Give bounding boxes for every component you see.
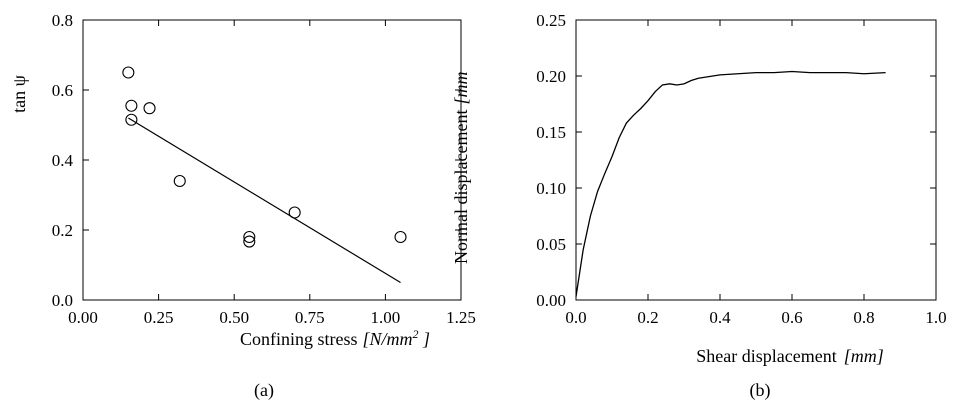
- chart-a-x-tick-label: 1.00: [371, 308, 401, 327]
- chart-a-point: [125, 99, 138, 112]
- chart-b-y-axis-label-text: Normal displacement: [451, 110, 471, 264]
- chart-a-x-axis-unit: [N/mm: [363, 329, 413, 349]
- chart-a-x-tick-label: 0.50: [219, 308, 249, 327]
- chart-b-x-tick-label: 0.4: [709, 308, 731, 327]
- chart-a-point: [243, 230, 256, 244]
- chart-a-y-tick-label: 0.8: [52, 11, 73, 30]
- chart-b-x-tick-label: 0.0: [565, 308, 586, 327]
- chart-b-y-tick-label: 0.00: [536, 291, 566, 310]
- chart-b-x-axis-label-text: Shear displacement: [696, 346, 836, 366]
- chart-b-y-tick-label: 0.15: [536, 123, 566, 142]
- chart-b-y-tick-label: 0.05: [536, 235, 566, 254]
- chart-b-y-axis-label: Normal displacement [mm: [451, 72, 471, 264]
- chart-b-x-tick-label: 0.8: [853, 308, 874, 327]
- chart-a-x-tick-label: 0.75: [295, 308, 325, 327]
- chart-a: 0.00 0.25 0.50 0.75 1.00 1.25 0.0 0.2 0.4 0.6 0.8…: [9, 11, 476, 401]
- chart-a-point: [288, 206, 301, 219]
- chart-b-x-tick-label: 1.0: [925, 308, 946, 327]
- chart-a-point: [243, 235, 256, 248]
- chart-b-y-tick-label: 0.10: [536, 179, 566, 198]
- chart-a-x-tick-label: 0.25: [144, 308, 174, 327]
- chart-b-y-tick-label: 0.20: [536, 67, 566, 86]
- chart-b-plot-frame: [575, 19, 937, 301]
- chart-a-y-axis-label: tan ψ: [9, 74, 29, 112]
- chart-a-plot-frame: [82, 19, 462, 301]
- chart-b-x-tick-label: 0.2: [637, 308, 658, 327]
- chart-a-panel-label: (a): [254, 380, 274, 401]
- chart-b-panel-label: (b): [750, 380, 771, 401]
- chart-a-y-tick-label: 0.2: [52, 221, 73, 240]
- chart-a-point: [125, 113, 138, 126]
- chart-a-x-axis-label: Confining stress [N/mm2 ]: [240, 327, 430, 349]
- chart-b-x-axis-unit: [mm]: [844, 346, 884, 366]
- chart-b-x-axis-label: Shear displacement [mm]: [696, 346, 883, 366]
- chart-a-x-tick-label: 0.00: [68, 308, 98, 327]
- chart-a-x-axis-label-text: Confining stress: [240, 329, 358, 349]
- chart-a-x-axis-unit-sup: 2: [413, 327, 419, 341]
- chart-a-y-tick-label: 0.4: [52, 151, 74, 170]
- chart-a-point: [173, 174, 186, 188]
- chart-b-y-tick-label: 0.25: [536, 11, 566, 30]
- chart-b: 0.0 0.2 0.4 0.6 0.8 1.0 0.00 0.05 0.10 0.15 0.20 0…: [451, 11, 947, 401]
- chart-b-x-tick-label: 0.6: [781, 308, 802, 327]
- chart-a-fit-line: [128, 117, 401, 284]
- chart-b-series-line: [575, 70, 886, 297]
- chart-a-point: [122, 66, 135, 79]
- chart-a-x-tick-label: 1.25: [446, 308, 476, 327]
- chart-a-y-tick-label: 0.6: [52, 81, 73, 100]
- chart-a-point: [143, 102, 156, 115]
- chart-a-x-axis-unit-end: ]: [419, 329, 431, 349]
- chart-a-y-tick-label: 0.0: [52, 291, 73, 310]
- chart-b-y-axis-unit: [mm: [451, 72, 471, 105]
- chart-a-point: [394, 230, 407, 244]
